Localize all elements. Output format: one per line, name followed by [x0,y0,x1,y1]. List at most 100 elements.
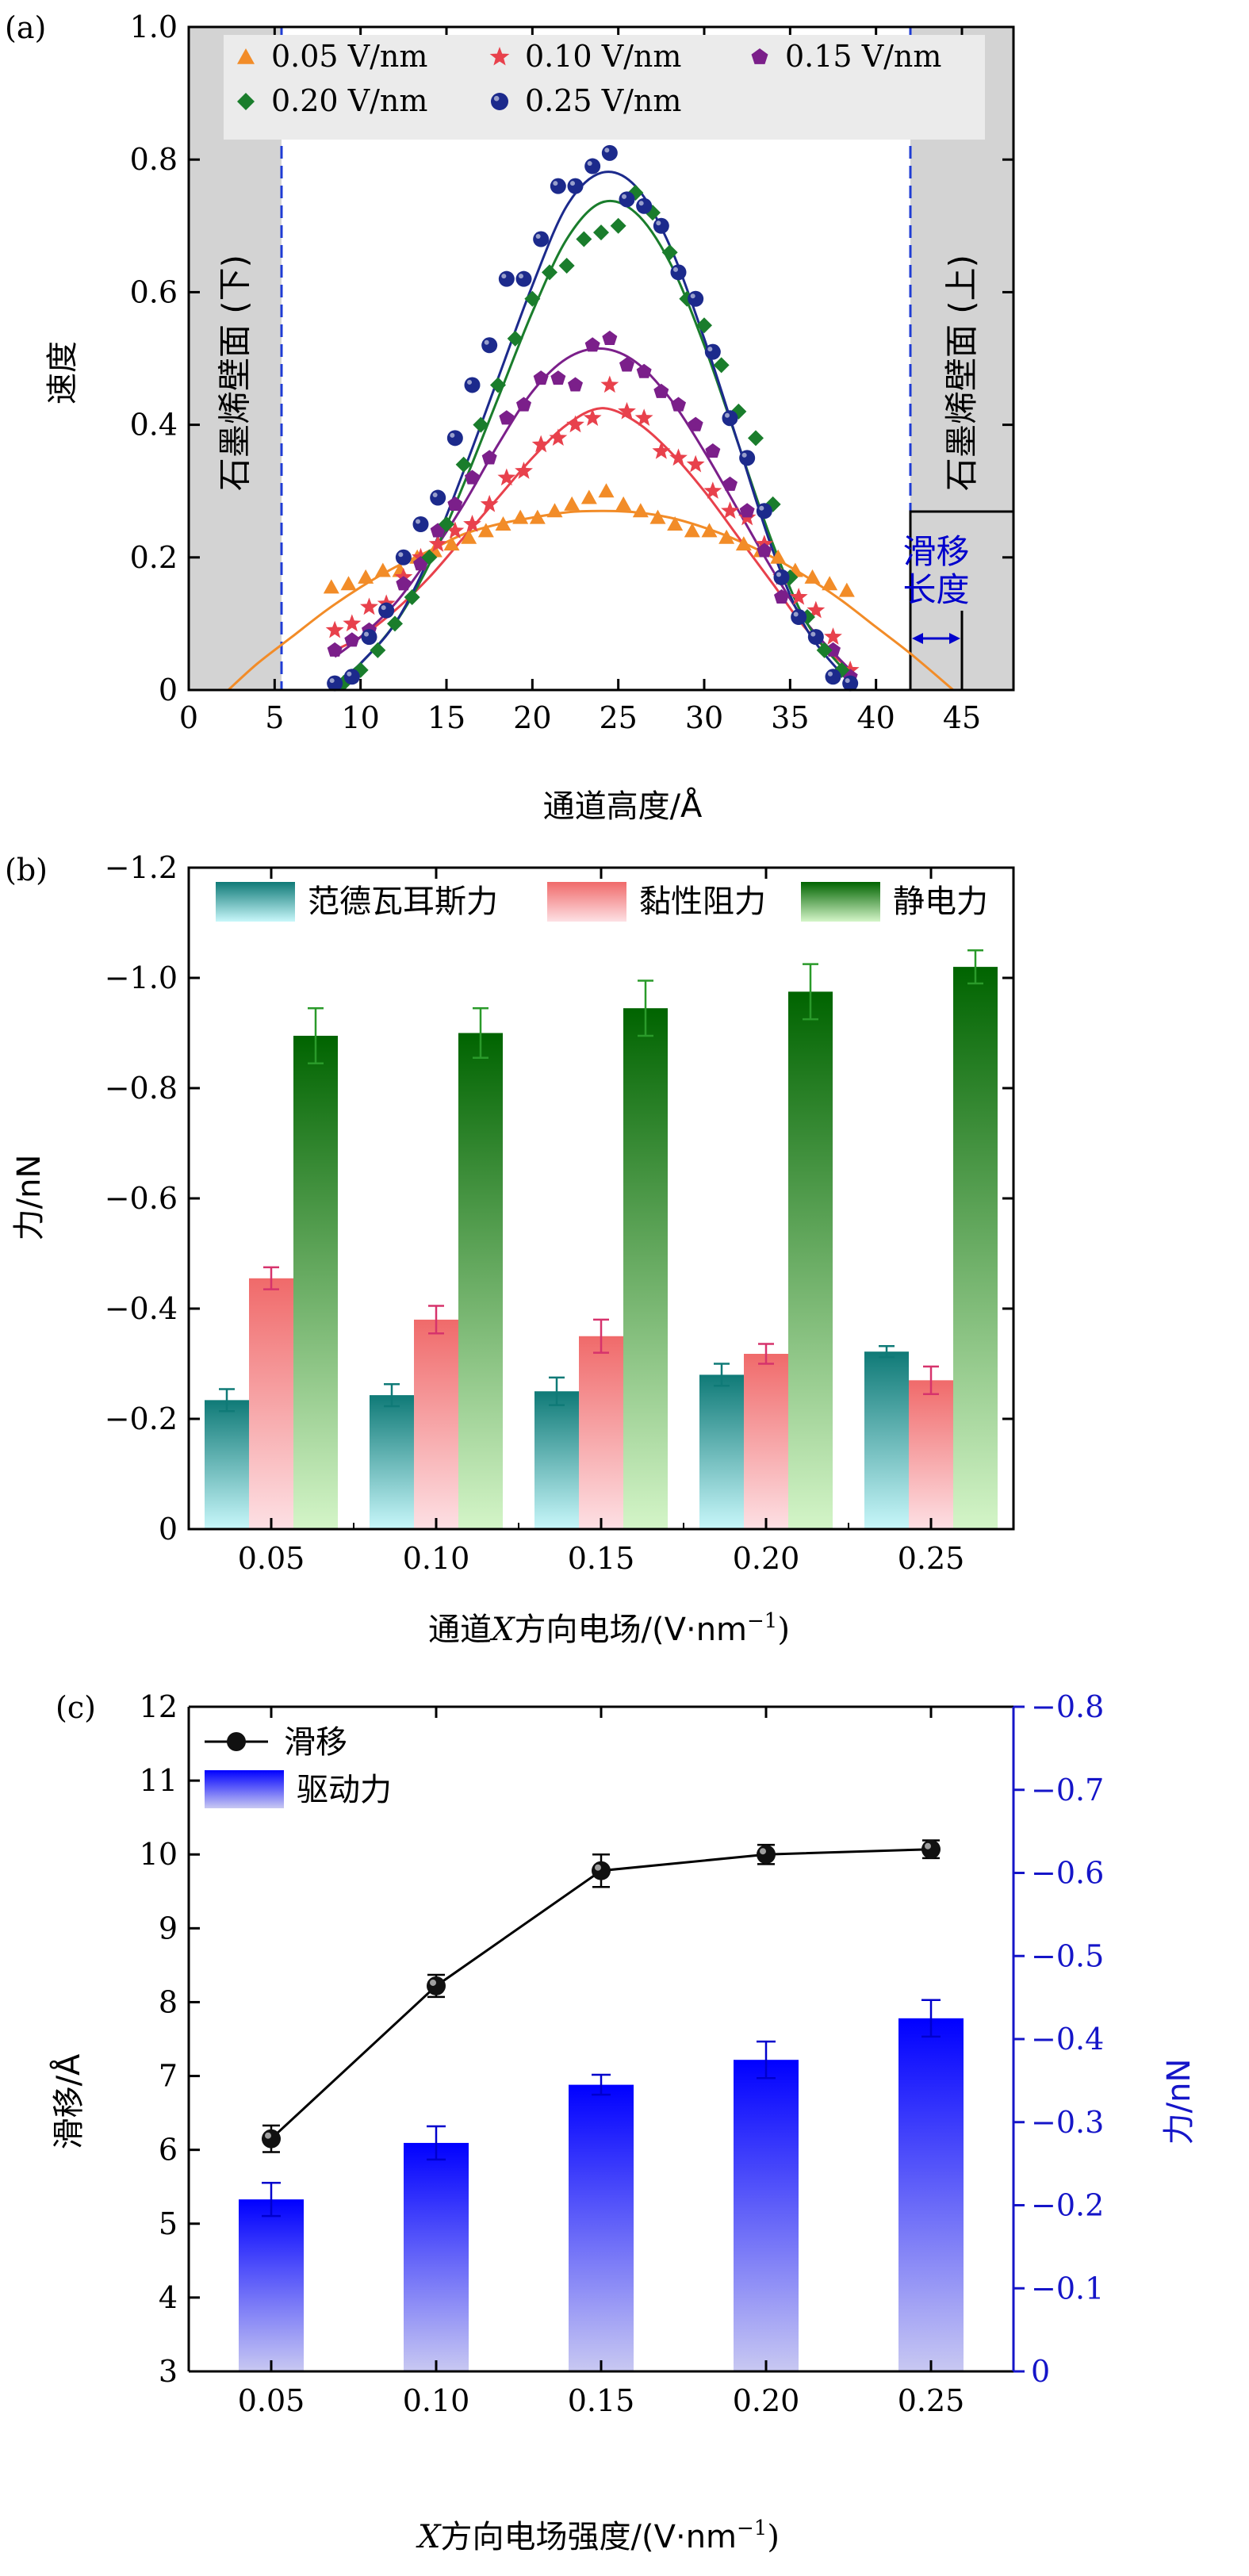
force-bar [953,967,998,1529]
data-point [464,470,481,485]
x-tick-label: 35 [771,700,809,735]
data-point-highlight [690,293,695,299]
fit-curve [334,171,852,690]
x-tick-label: 0.10 [403,2383,470,2418]
data-point [632,503,649,518]
data-point [490,377,506,393]
slip-point-highlight [430,1979,436,1986]
legend-label: 0.05 V/nm [271,39,427,74]
data-point [343,614,362,632]
x-tick-label: 0.15 [568,2383,635,2418]
y-tick-label-left: 8 [159,1984,178,2019]
y-tick-label: −0.4 [105,1291,178,1326]
panel-a-label: (a) [5,10,46,45]
data-point [370,642,386,658]
data-point [838,582,855,597]
y-axis-title-a: 速度 [44,341,81,404]
data-point [446,521,465,539]
x-tick-label: 0.05 [238,2383,305,2418]
data-point [481,337,498,354]
driving-force-bar [898,2018,964,2371]
panel-b-label: (b) [5,853,48,887]
data-point [515,397,532,412]
data-point [583,408,602,426]
force-bar [414,1319,458,1529]
upper-wall-label: 石墨烯壁面 (上) [942,255,981,491]
y-tick-label-right: −0.4 [1031,2022,1104,2057]
data-point-highlight [759,505,764,511]
data-point [430,489,446,506]
slip-line [262,1839,941,2153]
legend-swatch [216,882,295,922]
data-point [822,576,838,591]
data-point [404,588,420,605]
force-bar [579,1336,623,1529]
driving-force-bars [239,1999,964,2371]
data-point [688,290,704,307]
data-point [533,370,549,385]
data-point [515,270,532,287]
x-tick-label: 45 [943,700,981,735]
data-point-highlight [329,678,335,684]
legend-label: 范德瓦耳斯力 [308,884,498,920]
data-point [412,516,429,532]
x-axis-title-c: X方向电场强度/(V·nm−1) [416,2517,780,2555]
data-point [684,523,700,538]
data-point-highlight [553,181,558,186]
legend-marker [489,47,510,66]
lower-wall-label: 石墨烯壁面 (下) [216,255,255,491]
data-point [546,503,563,518]
data-point-highlight [535,234,541,240]
data-point-highlight [484,339,489,345]
data-point-highlight [828,671,833,677]
data-point-highlight [501,274,507,279]
data-point [705,443,721,458]
axes-c: 0.05 0.10 0.15 0.20 0.25 3 4 5 6 7 8 9 10 11 12 0 −0.1 −0… [140,1689,1105,2418]
data-point [773,588,790,604]
data-point [463,515,481,532]
data-point [757,542,772,558]
data-point [748,430,764,447]
legend-label: 0.25 V/nm [525,83,681,118]
data-point [446,430,463,447]
y-tick-label: 1.0 [130,10,178,44]
fit-curve [343,199,852,678]
data-point-highlight [741,452,747,458]
data-point [634,408,653,426]
data-point [636,197,653,214]
force-bars [205,949,998,1529]
data-point [806,600,826,619]
slip-point [592,1861,611,1880]
y-tick-label-right: −0.3 [1031,2105,1104,2140]
data-point-highlight [622,194,626,199]
data-point [567,377,584,392]
x-tick-label: 0.20 [733,2383,800,2418]
data-point [549,428,568,447]
data-point [464,377,481,393]
data-point [619,357,635,372]
data-point [669,448,688,466]
data-point [499,410,515,425]
slip-arrowhead-left [912,633,923,644]
data-point [584,158,601,174]
y-tick-label-left: 3 [159,2354,178,2389]
legend-background [224,35,985,140]
data-point [636,363,652,378]
slip-length-label: 滑移 [902,532,969,571]
data-point [343,669,360,685]
y-tick-label: −1.0 [105,960,178,995]
x-tick-label: 15 [427,700,466,735]
data-point-highlight [381,605,386,611]
fit-curves [227,171,955,690]
panel-b-force-bars: (b) 0.05 0.10 0.15 0.20 0.25 0 −0.2 −0.4 −0.6 −0.… [5,850,1015,1648]
slip-point-highlight [265,2132,271,2139]
force-bar [205,1400,249,1529]
force-bar [249,1278,293,1529]
data-point [428,535,447,552]
data-point [360,597,378,615]
slip-point [262,2129,281,2149]
data-point [661,244,678,261]
